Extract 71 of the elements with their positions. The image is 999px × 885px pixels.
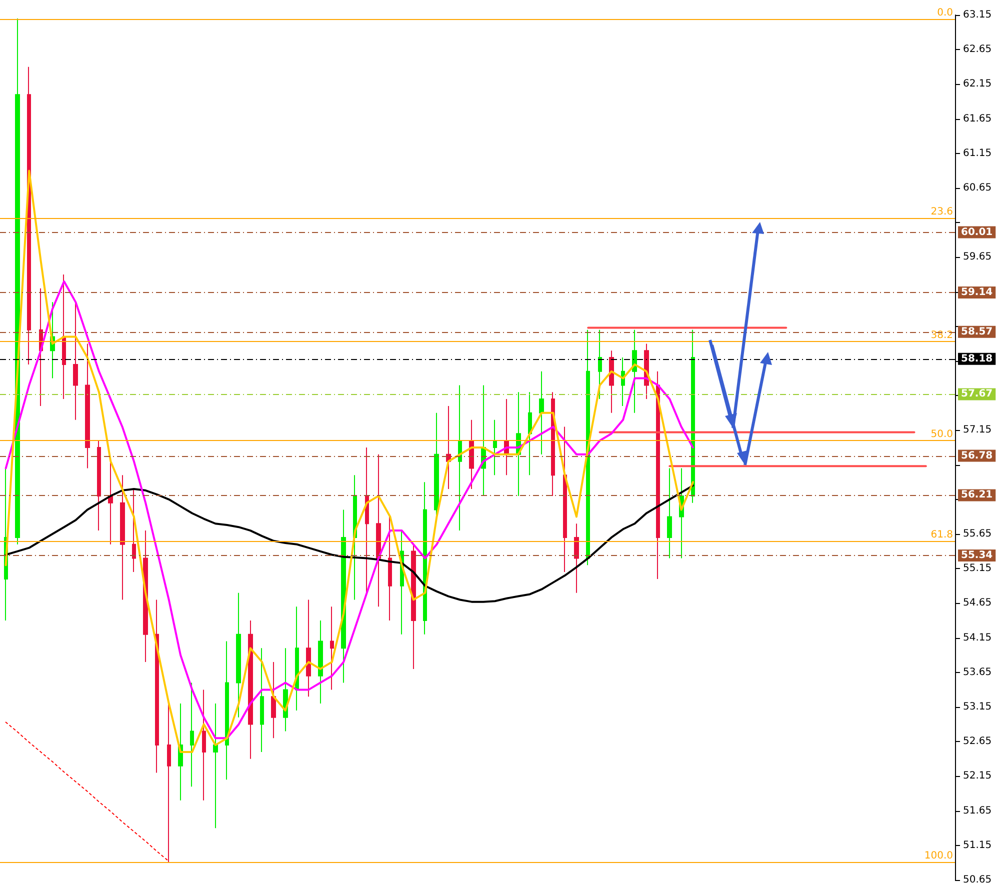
- candlestick: [213, 703, 218, 829]
- ref-line-label: 55.34: [961, 550, 993, 561]
- candlestick: [609, 350, 614, 414]
- candlestick: [563, 426, 567, 573]
- line-series: [4, 484, 694, 603]
- candlestick: [411, 544, 416, 670]
- candlestick: [318, 620, 323, 704]
- y-tick-label: 55.65: [963, 528, 992, 540]
- ref-line-label: 56.78: [961, 450, 993, 462]
- candlestick: [236, 592, 241, 718]
- candlestick: [155, 599, 159, 774]
- candlestick: [446, 405, 451, 490]
- y-tick-label: 53.65: [963, 666, 992, 678]
- candlestick: [376, 454, 381, 608]
- y-tick-label: 55.15: [963, 563, 992, 574]
- annotation: 61.8: [930, 529, 953, 540]
- y-tick-label: 50.65: [963, 874, 992, 885]
- candlestick: [167, 703, 171, 864]
- y-tick-label: 52.15: [963, 770, 992, 782]
- y-tick-label: 60.65: [963, 182, 992, 194]
- line-series: [4, 170, 694, 753]
- annotation: 0.0: [937, 8, 953, 19]
- ref-line-label: 58.18: [961, 353, 993, 364]
- annotation: 50.0: [930, 429, 953, 440]
- y-tick-label: 63.15: [963, 10, 992, 20]
- candlestick: [458, 384, 462, 532]
- ref-line-label: 56.21: [961, 490, 993, 501]
- line-series: [4, 280, 694, 740]
- y-tick-label: 54.65: [963, 598, 992, 609]
- candlestick: [493, 419, 497, 476]
- candlestick: [97, 440, 101, 532]
- y-tick-label: 62.65: [963, 44, 992, 56]
- ref-line-label: 60.01: [961, 226, 993, 238]
- line-series: [5, 722, 170, 862]
- candlestick: [202, 689, 206, 801]
- candlestick: [330, 606, 334, 690]
- candlestick: [598, 329, 602, 400]
- candlestick: [388, 516, 392, 621]
- candlestick: [539, 370, 544, 455]
- candlestick: [295, 606, 299, 711]
- candlestick: [190, 682, 194, 788]
- ref-line-label: 58.57: [961, 326, 993, 338]
- y-tick-label: 61.65: [963, 113, 992, 124]
- ref-line-label: 59.14: [961, 286, 993, 298]
- annotation: 23.6: [930, 206, 953, 218]
- y-tick-label: 52.65: [963, 736, 992, 748]
- y-tick-label: 61.15: [963, 148, 992, 159]
- candlestick: [632, 329, 637, 414]
- candlestick: [574, 523, 579, 594]
- y-tick-label: 53.15: [963, 702, 992, 712]
- candlestick: [73, 302, 78, 420]
- candlestick: [108, 460, 113, 545]
- candlestick: [120, 474, 125, 600]
- candlestick: [271, 662, 276, 739]
- y-tick-label: 57.15: [963, 424, 992, 436]
- candlestick: [260, 648, 264, 752]
- y-tick-label: 54.15: [963, 632, 992, 644]
- y-tick-label: 51.15: [963, 840, 992, 851]
- ref-line-label: 57.67: [961, 388, 993, 400]
- y-tick-label: 62.15: [963, 78, 992, 90]
- candlestick: [365, 447, 369, 594]
- candlestick: [132, 488, 136, 573]
- y-tick-label: 59.65: [963, 252, 992, 263]
- candlestick: [528, 392, 532, 476]
- annotation: 100.0: [924, 850, 953, 862]
- candlestick: [667, 468, 672, 559]
- candlestick: [225, 640, 229, 780]
- candlestick: [62, 274, 66, 400]
- candlestick: [306, 599, 311, 698]
- y-tick-label: 51.65: [963, 805, 992, 816]
- candlestick: [85, 343, 90, 469]
